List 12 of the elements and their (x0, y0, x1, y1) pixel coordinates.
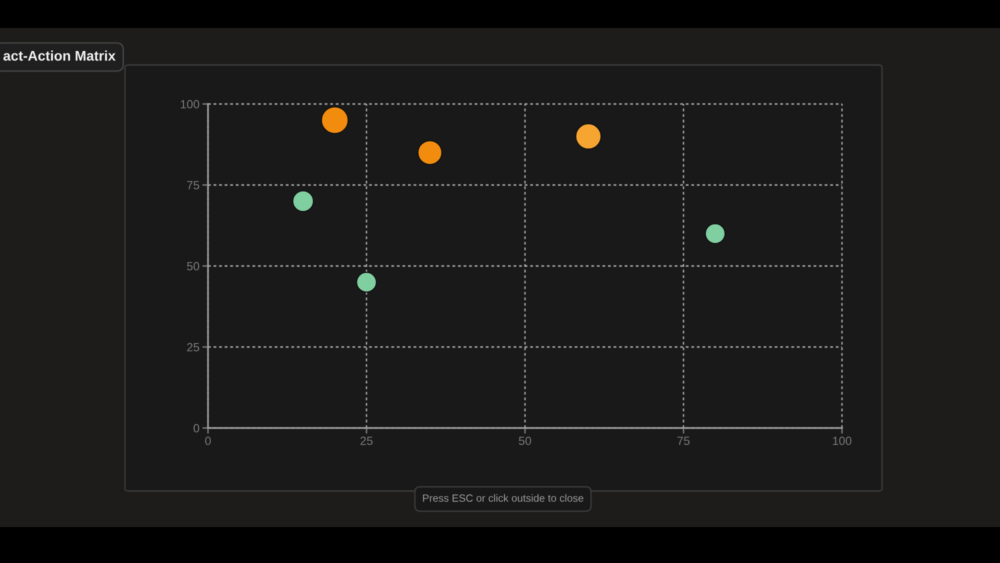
x-tick-label: 25 (360, 436, 373, 446)
x-tick-label: 0 (205, 436, 211, 446)
x-tick-label: 75 (678, 436, 690, 446)
x-tick-label: 100 (833, 436, 852, 446)
text: Press ESC or click outside to close (423, 494, 584, 502)
y-tick-label: 100 (180, 100, 200, 108)
text: act-Action Matrix (3, 50, 116, 61)
y-tick-label: 50 (187, 262, 200, 270)
y-tick-label: 0 (194, 424, 200, 432)
x-tick-label: 50 (518, 436, 532, 446)
y-tick-label: 75 (187, 181, 200, 190)
y-tick-label: 25 (187, 343, 200, 352)
